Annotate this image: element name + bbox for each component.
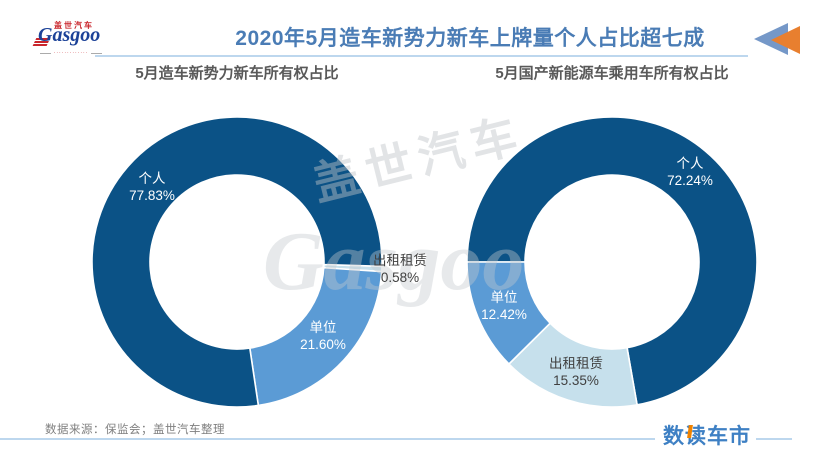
left-chart-title: 5月造车新势力新车所有权占比 — [135, 65, 339, 82]
footer-divider-left — [0, 438, 655, 440]
double-triangle-icon — [754, 23, 800, 55]
right-slice-label-personal: 个人 72.24% — [667, 155, 713, 189]
left-donut-chart — [91, 116, 383, 408]
label-name: 单位 — [309, 320, 337, 335]
label-value: 12.42% — [481, 307, 527, 322]
gasgoo-logo-tagline: ············· — [32, 50, 110, 56]
label-name: 单位 — [490, 290, 518, 305]
label-value: 72.24% — [667, 173, 713, 188]
label-value: 77.83% — [129, 188, 175, 203]
pie-slice — [466, 261, 551, 365]
left-slice-label-personal: 个人 77.83% — [129, 170, 175, 204]
tagline-dash-left — [39, 52, 51, 54]
label-name: 个人 — [676, 156, 704, 171]
pie-slice — [466, 116, 758, 406]
header-divider — [95, 55, 748, 57]
label-name: 出租租赁 — [549, 356, 603, 371]
label-name: 个人 — [138, 171, 166, 186]
tagline-text: ············· — [53, 50, 89, 56]
label-value: 21.60% — [300, 337, 346, 352]
label-value: 15.35% — [553, 373, 599, 388]
left-slice-label-rental: 出租租赁 0.58% — [373, 252, 427, 286]
right-chart-title: 5月国产新能源车乘用车所有权占比 — [495, 65, 729, 82]
gasgoo-logo-chinese: 盖世汽车 — [54, 21, 94, 30]
label-name: 出租租赁 — [373, 253, 427, 268]
data-source-note: 数据来源：保监会；盖世汽车整理 — [45, 424, 225, 436]
footer-divider-right — [756, 438, 792, 440]
tagline-dash-right — [91, 52, 103, 54]
left-slice-label-company: 单位 21.60% — [300, 319, 346, 353]
page-title: 2020年5月造车新势力新车上牌量个人占比超七成 — [235, 27, 705, 50]
shudu-cheshi-logo: 数读车市 — [663, 425, 751, 448]
right-slice-label-rental: 出租租赁 15.35% — [549, 355, 603, 389]
pie-slice — [91, 116, 383, 408]
label-value: 0.58% — [380, 270, 420, 285]
right-donut-chart — [466, 116, 758, 408]
right-slice-label-company: 单位 12.42% — [481, 289, 527, 323]
gasgoo-logo-wordmark: Gasgoo — [38, 24, 101, 46]
gasgoo-logo: 盖世汽车 Gasgoo ············· — [18, 16, 106, 58]
